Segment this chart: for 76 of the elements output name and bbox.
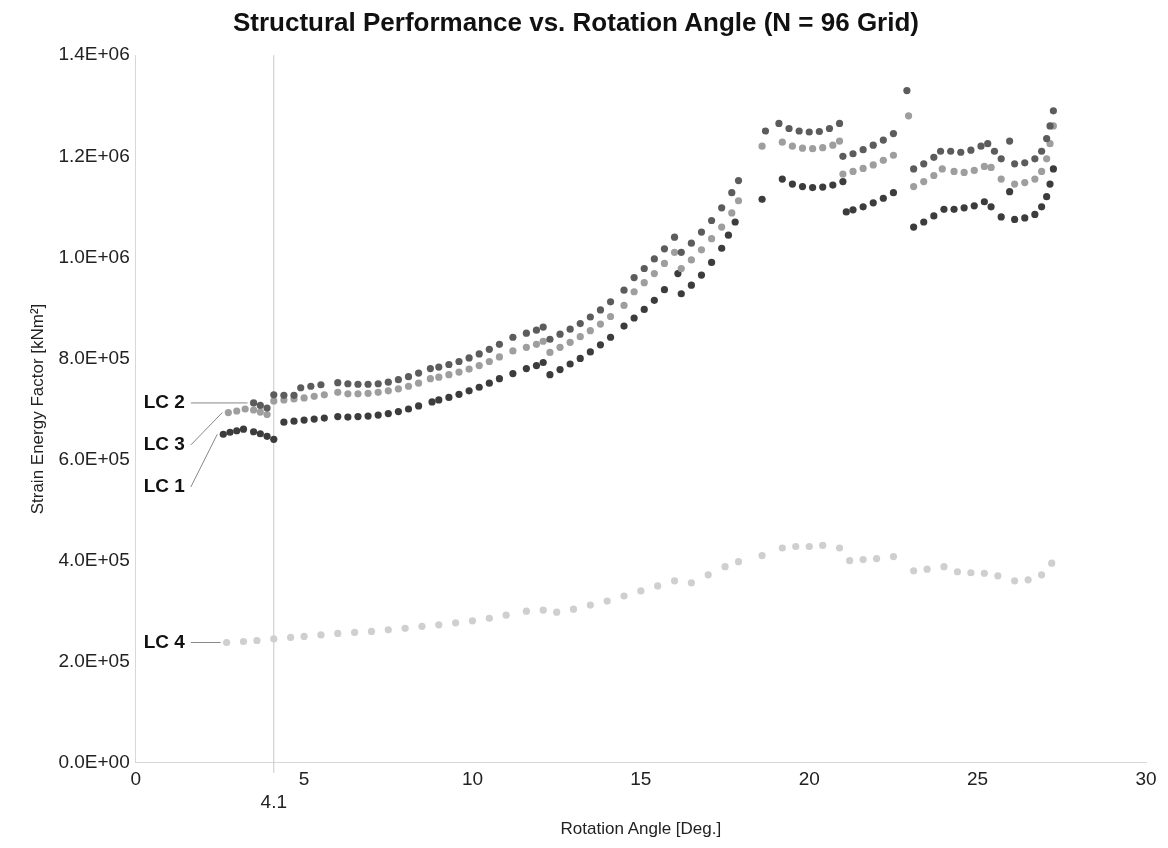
point: [940, 563, 948, 571]
point: [889, 552, 898, 561]
point: [967, 569, 975, 577]
point: [351, 628, 359, 636]
point: [734, 558, 743, 566]
point: [270, 635, 278, 643]
x-tick-label: 25: [967, 768, 989, 790]
point: [603, 597, 611, 605]
point: [792, 542, 800, 551]
point: [223, 638, 231, 647]
point: [637, 587, 645, 595]
x-axis-title: Rotation Angle [Deg.]: [560, 819, 722, 839]
point: [569, 605, 578, 613]
text: LC 1: [143, 475, 186, 497]
point: [502, 611, 510, 619]
point: [334, 629, 342, 638]
point: [317, 631, 325, 639]
point: [401, 624, 409, 632]
x-tick-label: 15: [630, 768, 652, 790]
point: [553, 608, 561, 616]
point: [994, 572, 1002, 580]
x-tick-label: 30: [1135, 768, 1157, 790]
point: [485, 614, 493, 622]
y-tick-label: 0.0E+00: [58, 751, 130, 773]
y-tick-label: 4.0E+05: [58, 548, 130, 570]
point: [953, 568, 962, 576]
point: [758, 551, 766, 560]
x-tick-label: 0: [130, 768, 141, 790]
point: [435, 621, 443, 629]
y-tick-label: 8.0E+05: [58, 346, 130, 368]
point: [923, 565, 931, 573]
y-tick-label: 2.0E+05: [58, 649, 130, 671]
point: [687, 579, 695, 587]
point: [1024, 576, 1032, 584]
point: [452, 619, 460, 627]
point: [418, 622, 426, 630]
point: [805, 542, 813, 551]
point: [859, 556, 867, 564]
x-tick-label: 10: [461, 768, 484, 790]
point: [468, 617, 477, 625]
point: [522, 607, 530, 615]
y-axis-title: Strain Energy Factor [kNm²]: [27, 303, 47, 515]
text: LC 4: [143, 630, 186, 652]
point: [835, 544, 844, 552]
x-tick-label: 5: [298, 768, 310, 790]
point: [367, 627, 376, 635]
point: [846, 557, 854, 565]
y-tick-label: 1.4E+06: [58, 43, 130, 65]
point: [620, 592, 628, 600]
point: [654, 582, 662, 590]
point: [670, 577, 679, 585]
point: [819, 541, 827, 550]
chart-title: Structural Performance vs. Rotation Angle (N = 96 Grid): [232, 6, 920, 37]
point: [1038, 571, 1046, 579]
point: [872, 555, 881, 563]
y-tick-label: 6.0E+05: [58, 447, 130, 469]
point: [539, 606, 547, 614]
point: [721, 563, 729, 571]
text: LC 3: [143, 433, 185, 455]
point: [704, 571, 712, 579]
point: [384, 626, 392, 634]
y-tick-label: 1.0E+06: [58, 245, 130, 267]
point: [1048, 559, 1056, 567]
y-tick-label: 1.2E+06: [58, 144, 130, 166]
point: [910, 567, 918, 575]
point: [1011, 577, 1019, 585]
point: [239, 637, 248, 646]
ref-line-label: 4.1: [260, 790, 287, 812]
point: [980, 569, 988, 577]
point: [253, 636, 261, 645]
point: [287, 633, 295, 642]
point: [300, 632, 308, 641]
x-tick-label: 20: [798, 768, 820, 790]
point: [586, 601, 594, 609]
point: [778, 544, 786, 552]
text: LC 2: [143, 391, 185, 413]
